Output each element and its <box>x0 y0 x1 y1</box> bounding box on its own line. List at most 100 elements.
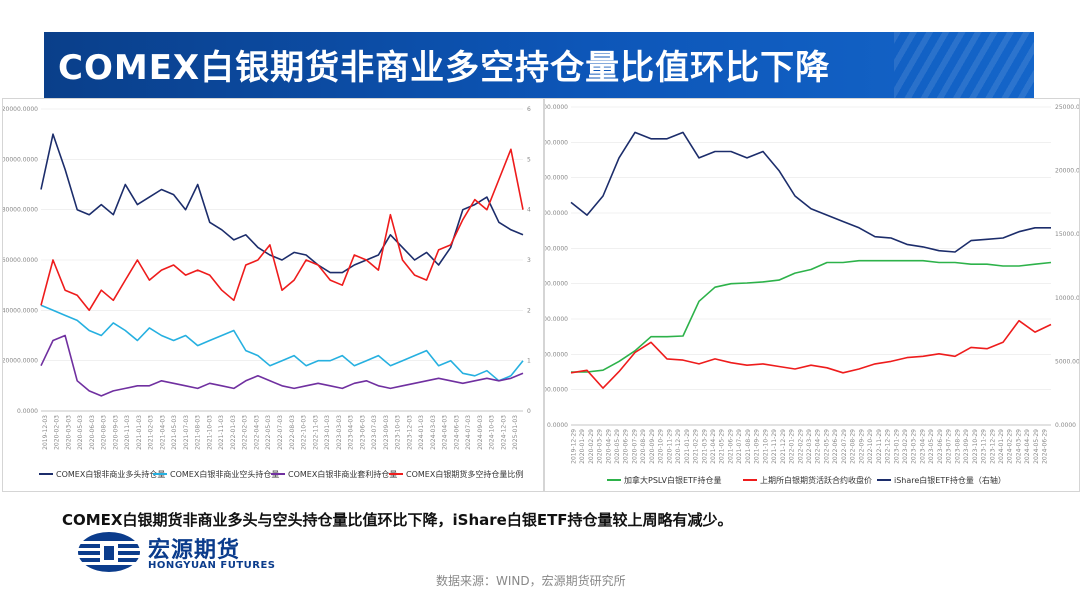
x-tick-label: 2022-08-03 <box>289 415 296 450</box>
chart-panel-left: 0.0000 20000.0000 40000.0000 60000.0000 8000… <box>2 98 544 492</box>
logo-text-cn: 宏源期货 <box>148 538 241 563</box>
x-tick-label: 2024-01-29 <box>998 429 1005 464</box>
y-right-tick-label: 4 <box>527 207 531 214</box>
x-tick-label: 2021-01-29 <box>684 429 691 464</box>
page-title: COMEX白银期货非商业多空持仓量比值环比下降 <box>58 48 831 88</box>
y-left-tick-label: 120000.0000 <box>3 106 38 113</box>
y-right-tick-label: 20000.0000 <box>1055 168 1079 175</box>
x-tick-label: 2022-08-29 <box>850 429 857 464</box>
x-tick-label: 2022-02-29 <box>797 429 804 464</box>
y-left-tick-label: 7000.0000 <box>545 175 568 182</box>
logo-text-en: HONGYUAN FUTURES <box>148 560 276 571</box>
y-right-tick-label: 10000.0000 <box>1055 295 1079 302</box>
logo-mark <box>78 532 140 572</box>
x-tick-label: 2022-02-03 <box>242 415 249 450</box>
x-tick-label: 2023-04-29 <box>919 429 926 464</box>
x-tick-label: 2022-09-29 <box>858 429 865 464</box>
x-tick-label: 2023-04-03 <box>348 415 355 450</box>
x-tick-label: 2020-04-29 <box>605 429 612 464</box>
x-tick-label: 2022-11-03 <box>312 415 319 450</box>
y-right-tick-label: 0 <box>527 408 531 415</box>
y-right-tick-label: 5000.0000 <box>1055 358 1079 365</box>
y-left-tick-label: 20000.0000 <box>3 358 38 365</box>
series-line <box>571 259 1052 373</box>
series-line <box>570 319 1052 389</box>
series-line <box>40 148 524 312</box>
caption: COMEX白银期货非商业多头与空头持仓量比值环比下降，iShare白银ETF持仓… <box>62 511 733 529</box>
x-tick-label: 2023-09-03 <box>383 415 390 450</box>
y-right-tick-label: 6 <box>527 106 531 113</box>
x-tick-label: 2024-03-03 <box>430 415 437 450</box>
x-tick-label: 2020-11-03 <box>124 415 131 450</box>
x-tick-label: 2024-02-29 <box>1007 429 1014 464</box>
x-tick-label: 2021-01-03 <box>136 415 143 450</box>
x-tick-label: 2022-07-29 <box>841 429 848 464</box>
x-tick-label: 2020-07-29 <box>631 429 638 464</box>
x-tick-label: 2023-07-29 <box>946 429 953 464</box>
y-left-tick-label: 80000.0000 <box>3 207 38 214</box>
x-tick-label: 2020-06-29 <box>623 429 630 464</box>
y-left-tick-label: 40000.0000 <box>3 307 38 314</box>
x-tick-label: 2024-05-29 <box>1033 429 1040 464</box>
x-tick-label: 2020-12-29 <box>675 429 682 464</box>
y-right-tick-label: 1 <box>527 358 531 365</box>
x-tick-label: 2021-10-03 <box>206 415 213 450</box>
y-left-tick-label: 1000.0000 <box>545 387 568 394</box>
legend-label: COMEX白银非商业多头持仓量 <box>56 469 165 479</box>
legend-label: iShare白银ETF持仓量（右轴） <box>894 475 1006 485</box>
y-left-tick-label: 0.0000 <box>17 408 38 415</box>
x-tick-label: 2020-11-29 <box>666 429 673 464</box>
x-tick-label: 2020-05-29 <box>614 429 621 464</box>
x-tick-label: 2021-07-03 <box>183 415 190 450</box>
x-tick-label: 2021-02-29 <box>693 429 700 464</box>
y-left-tick-label: 6000.0000 <box>545 210 568 217</box>
data-source: 数据来源：WIND，宏源期货研究所 <box>436 574 626 588</box>
x-tick-label: 2023-10-03 <box>395 415 402 450</box>
y-right-tick-label: 0.0000 <box>1055 422 1076 429</box>
chart-panel-right: 0.0000 1000.0000 2000.0000 3000.0000 4000.00… <box>544 98 1080 492</box>
x-tick-label: 2022-06-29 <box>832 429 839 464</box>
x-tick-label: 2023-01-29 <box>893 429 900 464</box>
x-tick-label: 2019-12-03 <box>42 415 49 450</box>
x-tick-label: 2022-01-29 <box>789 429 796 464</box>
x-tick-label: 2023-06-03 <box>359 415 366 450</box>
x-tick-label: 2020-06-03 <box>89 415 96 450</box>
x-tick-label: 2023-11-29 <box>981 429 988 464</box>
series-line <box>570 131 1051 253</box>
x-tick-label: 2024-03-29 <box>1015 429 1022 464</box>
title-banner: COMEX白银期货非商业多空持仓量比值环比下降 <box>44 32 1034 98</box>
x-tick-label: 2020-03-03 <box>65 415 72 450</box>
legend-label: 加拿大PSLV白银ETF持仓量 <box>624 475 722 485</box>
series-line <box>40 304 524 382</box>
chart-silver-etf: 0.0000 1000.0000 2000.0000 3000.0000 4000.00… <box>545 104 1079 485</box>
x-tick-label: 2023-03-29 <box>911 429 918 464</box>
x-tick-label: 2021-04-29 <box>710 429 717 464</box>
x-tick-label: 2025-01-03 <box>512 415 519 450</box>
x-tick-label: 2024-09-03 <box>477 415 484 450</box>
legend-label: COMEX白银非商业空头持仓量 <box>170 469 279 479</box>
x-tick-label: 2021-07-29 <box>736 429 743 464</box>
x-tick-label: 2021-03-29 <box>701 429 708 464</box>
x-tick-label: 2024-12-03 <box>500 415 507 450</box>
x-tick-label: 2022-01-03 <box>230 415 237 450</box>
x-tick-label: 2021-08-29 <box>745 429 752 464</box>
y-left-tick-label: 9000.0000 <box>545 104 568 111</box>
x-tick-label: 2021-10-29 <box>762 429 769 464</box>
x-tick-label: 2020-10-29 <box>658 429 665 464</box>
y-right-tick-label: 15000.0000 <box>1055 231 1079 238</box>
x-tick-label: 2023-10-29 <box>972 429 979 464</box>
x-tick-label: 2023-07-03 <box>371 415 378 450</box>
x-tick-label: 2024-04-29 <box>1024 429 1031 464</box>
x-tick-label: 2022-11-29 <box>876 429 883 464</box>
x-tick-label: 2023-02-29 <box>902 429 909 464</box>
x-tick-label: 2023-09-29 <box>963 429 970 464</box>
x-tick-label: 2023-12-29 <box>989 429 996 464</box>
x-tick-label: 2020-09-03 <box>112 415 119 450</box>
x-tick-label: 2021-04-03 <box>159 415 166 450</box>
x-tick-label: 2022-05-29 <box>823 429 830 464</box>
x-tick-label: 2023-08-29 <box>954 429 961 464</box>
legend-label: 上期所白银期货活跃合约收盘价 <box>760 475 872 485</box>
x-tick-label: 2021-05-03 <box>171 415 178 450</box>
x-tick-label: 2021-08-03 <box>195 415 202 450</box>
y-left-tick-label: 3000.0000 <box>545 316 568 323</box>
